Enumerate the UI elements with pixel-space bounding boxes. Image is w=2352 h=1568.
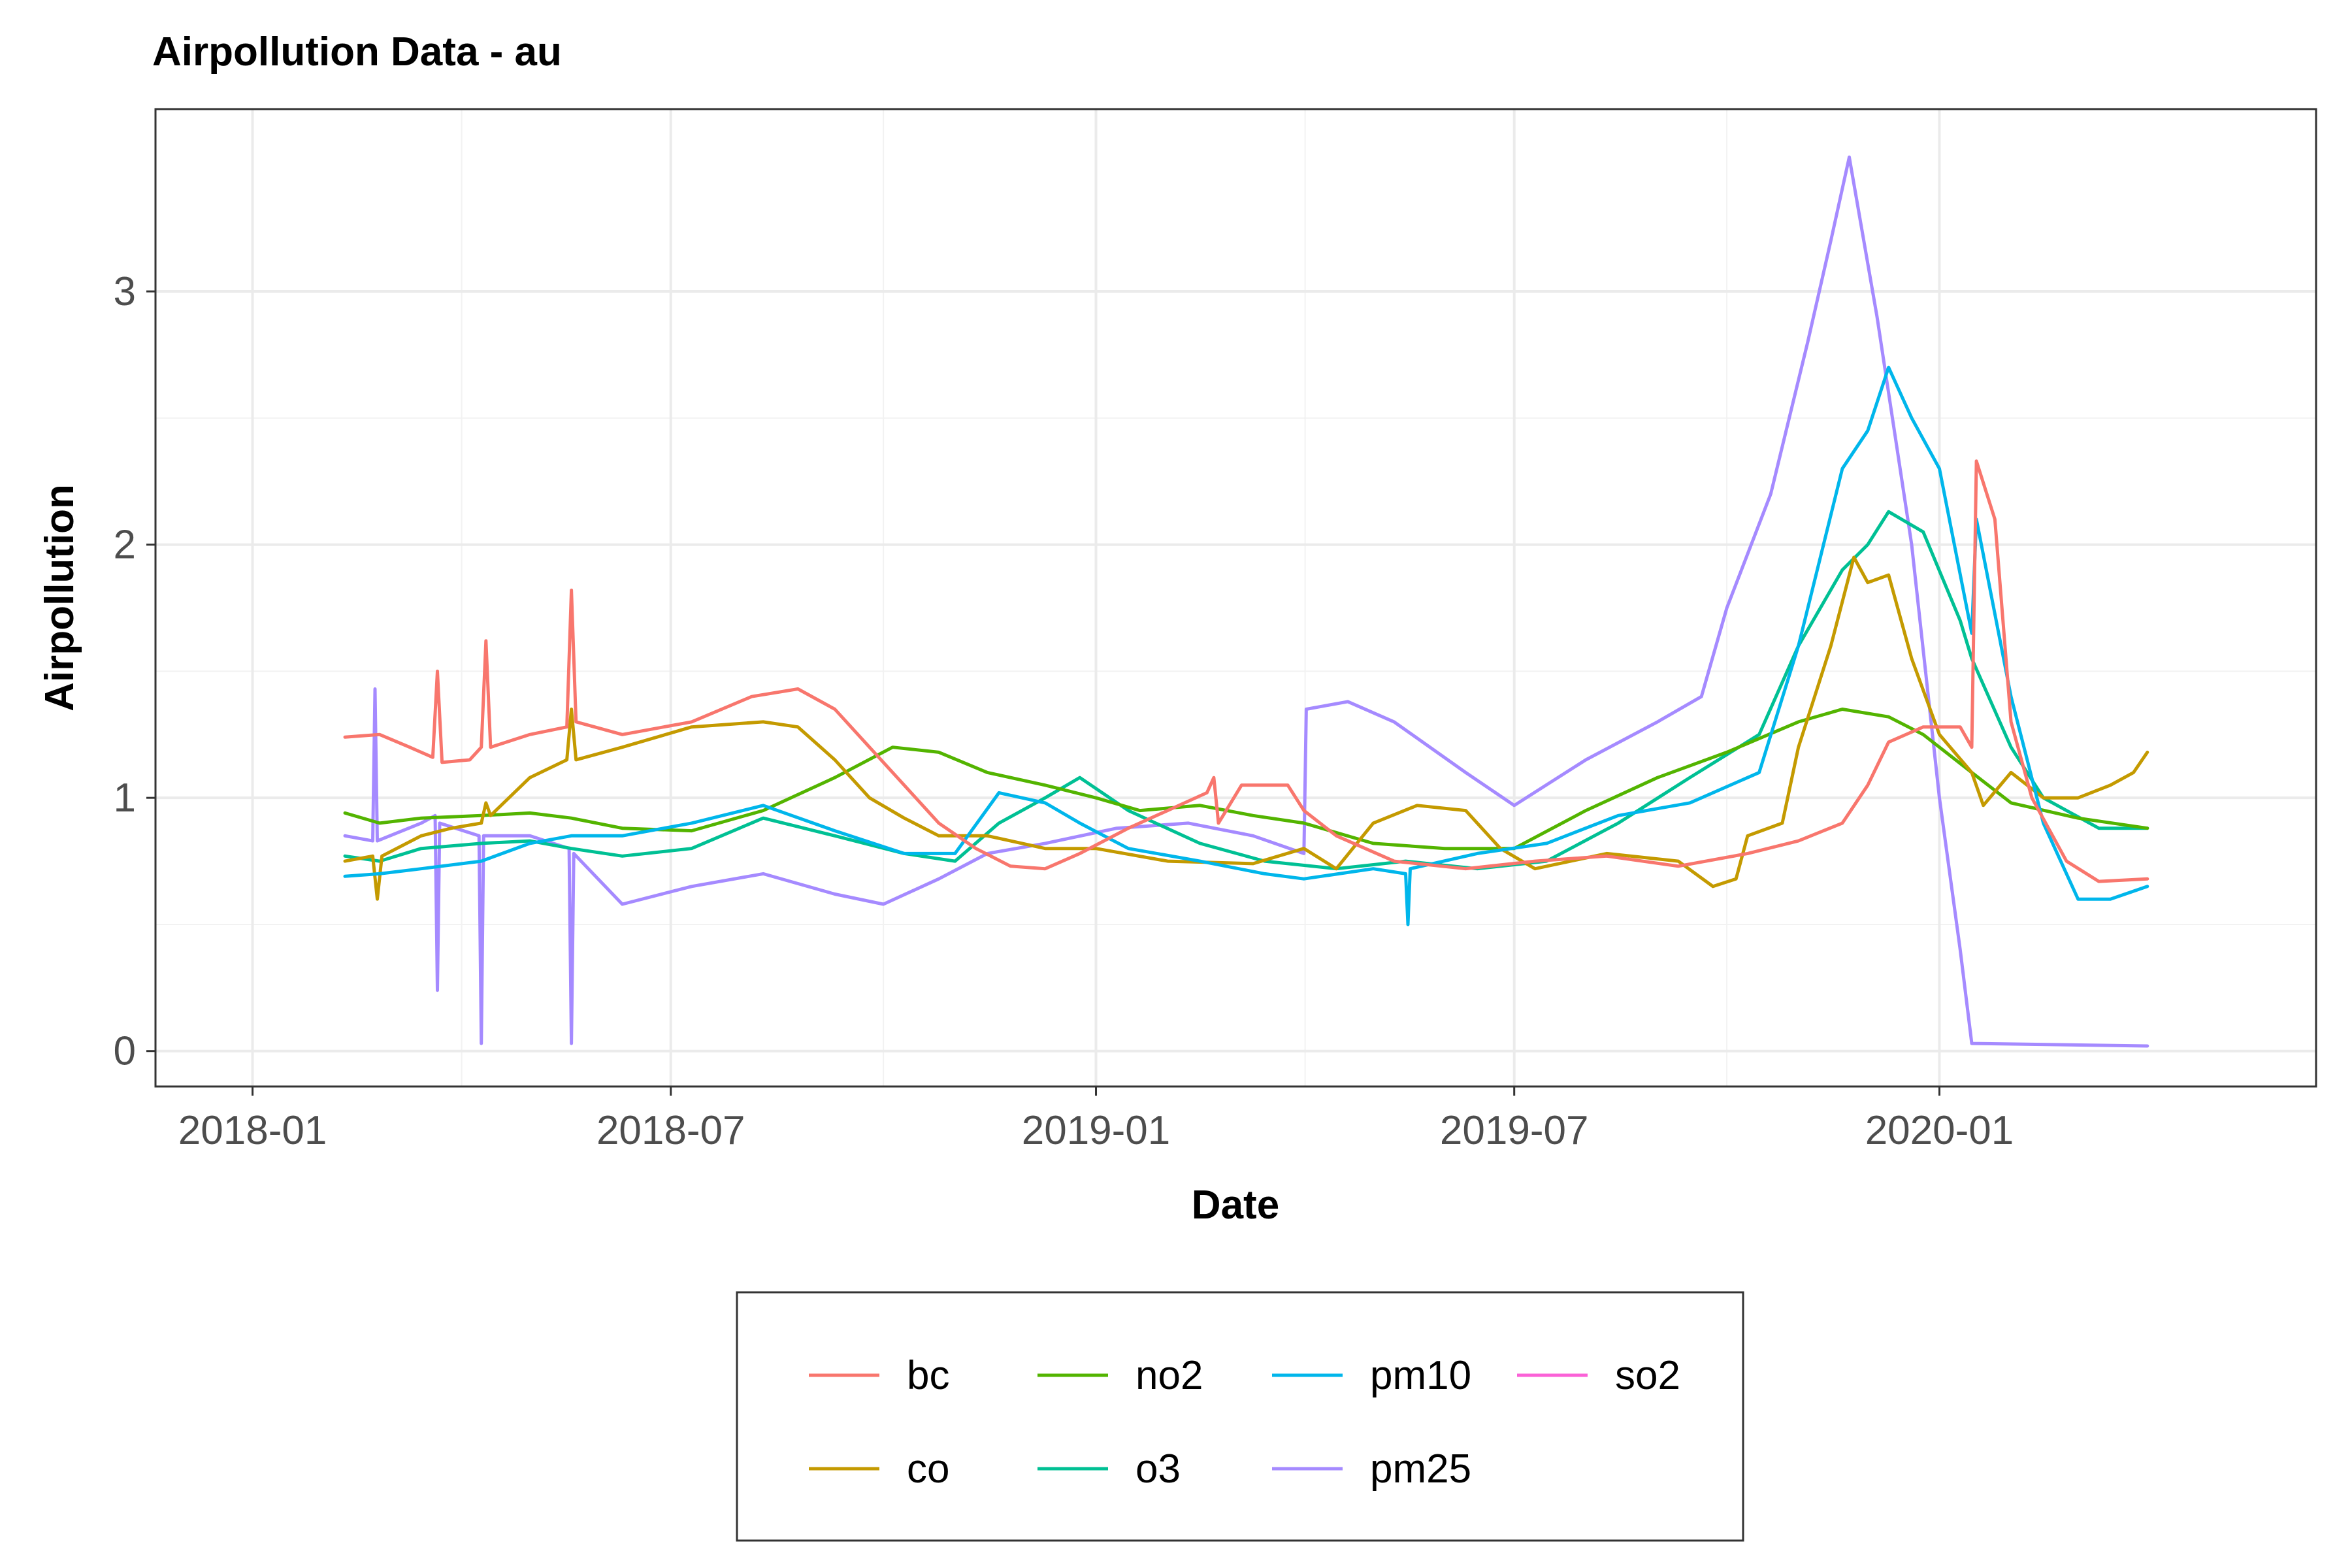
plot-border: [154, 108, 2317, 1088]
legend-label-pm25: pm25: [1370, 1446, 1471, 1492]
legend: bc co no2 o3 pm10 pm25 so2: [809, 1353, 1680, 1492]
x-tick-label: 2020-01: [1865, 1108, 2014, 1153]
x-tick-label: 2018-07: [596, 1108, 745, 1153]
y-tick-label: 2: [114, 523, 136, 568]
series-line-o3: [343, 510, 2149, 871]
x-axis: 2018-01 2018-07 2019-01 2019-07 2020-01: [178, 1086, 2014, 1153]
y-axis: 0 1 2 3: [114, 269, 155, 1074]
y-axis-title: Airpollution: [37, 484, 82, 711]
series-line-bc: [343, 459, 2149, 883]
legend-label-co: co: [907, 1446, 949, 1492]
series-line-no2: [343, 708, 2149, 851]
series-line-co: [343, 555, 2149, 901]
x-tick-label: 2019-01: [1022, 1108, 1171, 1153]
y-tick-label: 1: [114, 776, 136, 821]
y-tick-label: 3: [114, 269, 136, 314]
legend-label-bc: bc: [907, 1353, 949, 1398]
series-group: [343, 155, 2149, 1048]
x-tick-label: 2018-01: [178, 1108, 327, 1153]
series-line-pm25: [343, 155, 2149, 1048]
x-tick-label: 2019-07: [1440, 1108, 1589, 1153]
legend-label-so2: so2: [1615, 1353, 1680, 1398]
y-tick-label: 0: [114, 1029, 136, 1074]
chart-title: Airpollution Data - au: [152, 29, 562, 74]
series-line-pm10: [343, 365, 2149, 926]
legend-label-o3: o3: [1135, 1446, 1181, 1492]
legend-label-pm10: pm10: [1370, 1353, 1471, 1398]
x-axis-title: Date: [1192, 1183, 1279, 1228]
legend-box: [736, 1291, 1744, 1542]
legend-label-no2: no2: [1135, 1353, 1203, 1398]
